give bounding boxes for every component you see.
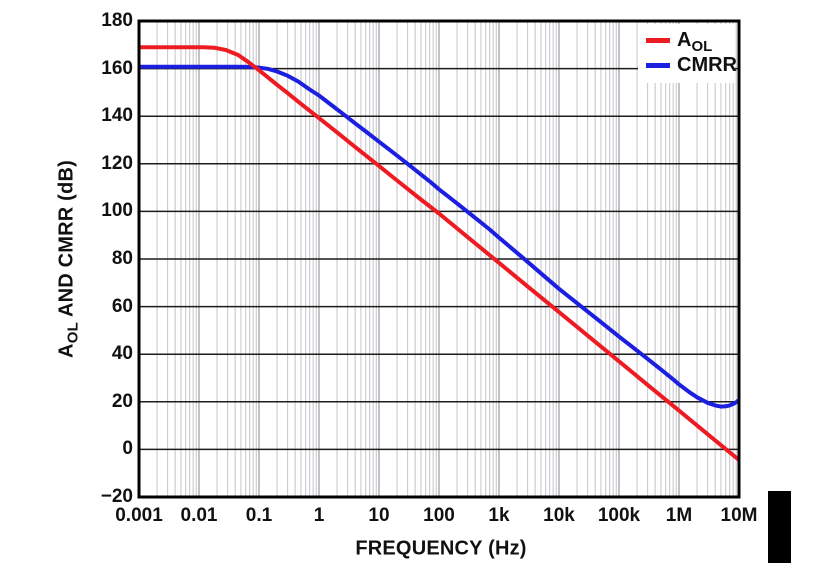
y-tick-label: 120 <box>101 152 133 174</box>
x-tick-label: 1 <box>313 505 325 526</box>
y-axis-title-rest: AND CMRR (dB) <box>55 160 78 323</box>
x-axis-title: FREQUENCY (Hz) <box>355 537 527 560</box>
legend-label-aol: AOL <box>677 28 713 55</box>
x-tick-label: 0.1 <box>245 505 273 526</box>
x-tick-label: 1k <box>488 505 510 526</box>
x-tick-label: 10 <box>368 505 390 526</box>
x-tick-label: 100k <box>597 505 641 526</box>
x-tick-label: 0.001 <box>115 505 163 526</box>
x-tick-label: 10k <box>543 505 575 526</box>
y-tick-label: 40 <box>111 343 133 365</box>
y-axis-title-subscript: OL <box>64 322 82 344</box>
plot-frame <box>137 19 741 499</box>
legend-label-cmrr: CMRR <box>677 53 737 76</box>
y-tick-label: −20 <box>100 486 133 507</box>
y-tick-label: 60 <box>111 295 133 317</box>
y-axis-title-main: A <box>55 343 78 358</box>
legend-item-aol: AOL <box>638 28 735 55</box>
y-tick-label: 140 <box>101 105 133 127</box>
y-tick-label: 180 <box>101 10 133 31</box>
aol-curve <box>139 45 741 462</box>
legend-item-cmrr: CMRR <box>638 53 737 77</box>
x-tick-label: 10M <box>720 505 758 526</box>
aol-line-swatch <box>646 37 670 43</box>
y-tick-label: 0 <box>122 438 133 460</box>
y-tick-label: 80 <box>111 248 133 269</box>
y-axis-title: AOL AND CMRR (dB) <box>55 160 82 358</box>
x-tick-label: 100 <box>423 505 455 526</box>
page-edge-marker <box>768 491 791 563</box>
legend-label-aol-main: A <box>677 28 692 51</box>
legend-label-aol-subscript: OL <box>691 37 713 55</box>
x-tick-label: 0.01 <box>180 505 218 526</box>
x-tick-label: 1M <box>665 505 693 526</box>
y-tick-label: 100 <box>101 200 133 222</box>
legend: AOL CMRR <box>638 24 737 83</box>
cmrr-curve <box>139 64 741 409</box>
y-tick-label: 160 <box>101 57 133 79</box>
cmrr-line-swatch <box>646 62 670 68</box>
y-tick-label: 20 <box>111 390 133 412</box>
